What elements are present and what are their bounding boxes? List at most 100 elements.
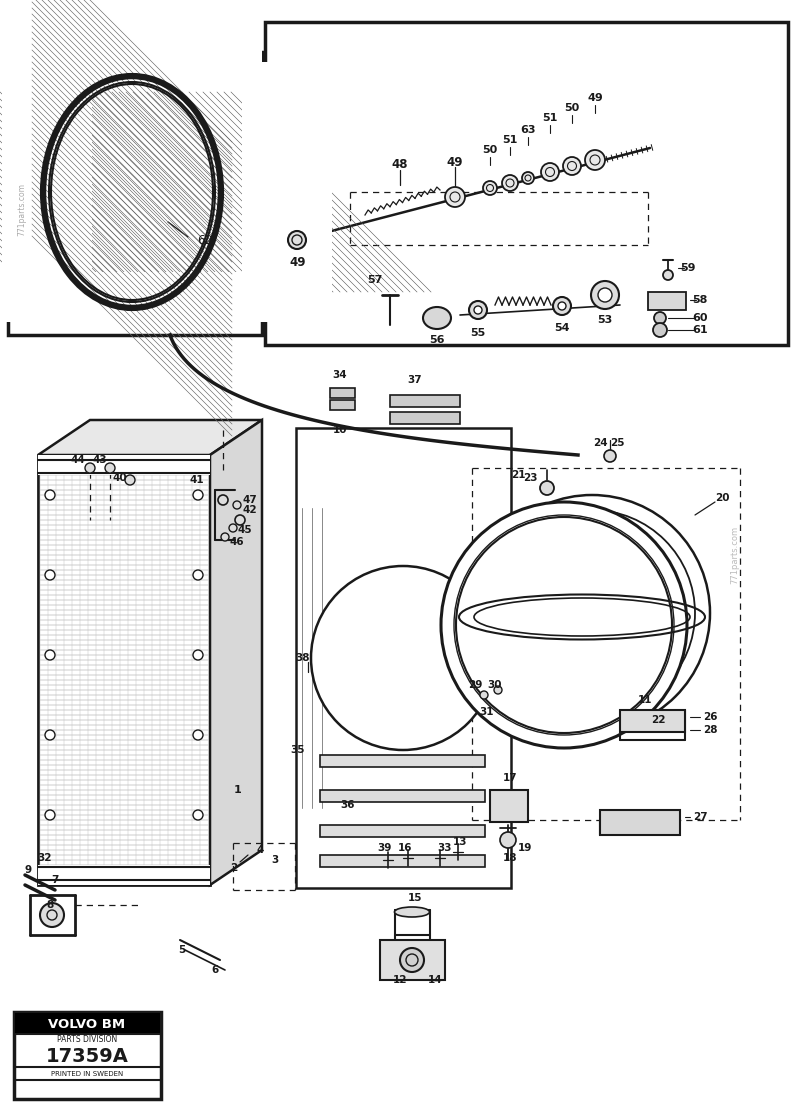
Ellipse shape [541,163,559,181]
Text: 46: 46 [230,537,244,546]
Circle shape [441,502,687,749]
Bar [38,455,210,475]
Text: 18: 18 [502,853,518,863]
Text: PARTS DIVISION: PARTS DIVISION [57,1036,117,1044]
Text: 40: 40 [113,473,127,484]
Circle shape [489,510,695,716]
Ellipse shape [43,76,221,308]
Bar [320,755,485,767]
Text: 59: 59 [680,263,696,273]
Circle shape [288,231,306,250]
Text: 53: 53 [598,315,613,325]
Circle shape [474,495,710,731]
Text: 32: 32 [38,853,52,863]
Circle shape [598,288,612,302]
Text: 58: 58 [692,295,708,305]
Text: 50: 50 [564,103,580,113]
Circle shape [193,810,203,820]
Circle shape [400,948,424,972]
Text: 47: 47 [242,495,258,505]
Ellipse shape [394,907,430,917]
Text: 15: 15 [408,893,422,903]
Text: PRINTED IN SWEDEN: PRINTED IN SWEDEN [51,1071,123,1078]
Text: 5: 5 [178,945,185,955]
Text: 1: 1 [234,785,242,795]
Text: 50: 50 [482,145,498,155]
Text: 57: 57 [367,275,382,285]
Text: 12: 12 [393,975,407,985]
Text: 43: 43 [93,455,107,465]
Text: 771parts.com: 771parts.com [18,183,26,236]
Ellipse shape [522,172,534,184]
Circle shape [591,282,619,309]
Text: 2: 2 [230,863,238,873]
Polygon shape [210,420,262,885]
Text: 3: 3 [271,854,278,866]
Circle shape [235,514,245,526]
Bar [330,400,355,410]
Text: 23: 23 [522,473,538,484]
Circle shape [105,463,115,473]
Circle shape [500,832,516,848]
Ellipse shape [44,77,220,307]
Bar [265,22,788,344]
Bar [296,428,511,888]
Text: 54: 54 [554,323,570,333]
Text: 48: 48 [392,159,408,171]
Text: 17: 17 [502,773,518,783]
Text: 24: 24 [593,438,607,448]
Ellipse shape [483,181,497,195]
Text: 56: 56 [430,335,445,344]
Bar [242,62,332,322]
Text: 62: 62 [197,234,213,246]
Bar [600,810,680,835]
Text: 8: 8 [46,900,54,910]
Bar [320,854,485,867]
Bar [490,790,528,822]
Bar [320,790,485,802]
Text: 10: 10 [333,425,347,435]
Circle shape [85,463,95,473]
Text: 6: 6 [211,965,218,975]
Text: 21: 21 [510,470,526,480]
Bar [620,710,685,732]
Text: 44: 44 [70,455,86,465]
Text: 7: 7 [51,875,58,885]
Text: 51: 51 [502,135,518,145]
Text: 19: 19 [518,843,532,853]
Circle shape [653,323,667,337]
Text: 49: 49 [446,156,463,169]
Text: 49: 49 [587,93,603,103]
Circle shape [553,297,571,315]
Ellipse shape [585,150,605,170]
Text: 27: 27 [693,813,707,822]
Text: 16: 16 [398,843,412,853]
Text: 60: 60 [692,314,708,323]
Circle shape [558,302,566,310]
Circle shape [233,501,241,509]
Circle shape [456,517,672,733]
Circle shape [494,686,502,694]
Ellipse shape [563,157,581,176]
Text: VOLVO BM: VOLVO BM [49,1018,126,1030]
Circle shape [193,570,203,580]
Text: 20: 20 [714,493,730,503]
Text: 29: 29 [468,680,482,690]
Circle shape [311,566,495,750]
Text: 13: 13 [453,837,467,847]
Bar [330,388,355,399]
Text: 14: 14 [428,975,442,985]
Text: 4: 4 [256,845,264,854]
Text: 30: 30 [488,680,502,690]
Text: 28: 28 [702,725,718,735]
Text: 55: 55 [470,328,486,338]
Text: 36: 36 [341,800,355,810]
Polygon shape [648,291,686,310]
Text: 61: 61 [692,325,708,335]
Bar [38,455,210,885]
Text: 41: 41 [190,475,204,485]
Circle shape [221,533,229,541]
Ellipse shape [49,82,215,302]
Text: 33: 33 [438,843,452,853]
Ellipse shape [423,307,451,329]
